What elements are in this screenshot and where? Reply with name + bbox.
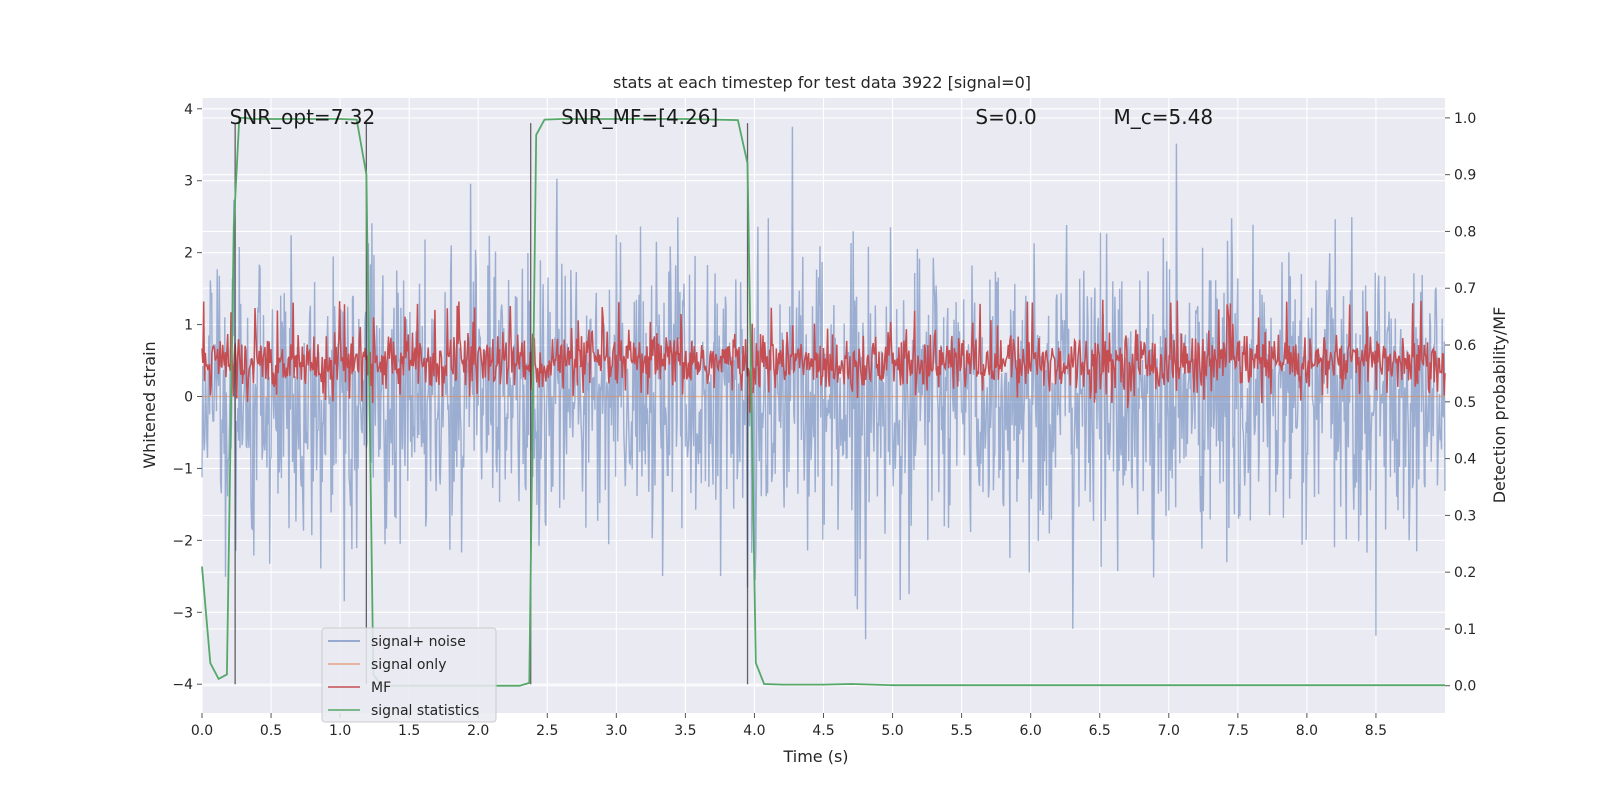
series-line-mf <box>201 299 1446 413</box>
y-right-axis-ticks: 0.0 0.1 0.2 0.3 0.4 0.5 0.6 0.7 0.8 0.9 1.0 <box>1445 111 1476 695</box>
chart-title: stats at each timestep for test data 392… <box>613 73 1031 92</box>
series-line-signal-noise <box>201 126 1446 640</box>
x-tick-label-12: 6.0 <box>1020 723 1042 739</box>
yr-tick-label-9: 0.9 <box>1454 168 1476 184</box>
series-signal-noise <box>201 126 1446 640</box>
legend-label-signal-only: signal only <box>371 657 446 673</box>
x-tick-label-6: 3.0 <box>605 723 627 739</box>
yl-tick-label-0: −4 <box>172 677 193 693</box>
yr-tick-label-1: 0.1 <box>1454 622 1476 638</box>
annotation-3: M_c=5.48 <box>1114 105 1214 129</box>
x-tick-label-16: 8.0 <box>1296 723 1318 739</box>
x-tick-label-9: 4.5 <box>812 723 834 739</box>
legend-label-mf: MF <box>371 680 391 696</box>
x-tick-label-17: 8.5 <box>1365 723 1387 739</box>
legend-box <box>321 627 497 723</box>
annotations: SNR_opt=7.32 SNR_MF=[4.26] S=0.0 M_c=5.48 <box>230 105 1213 129</box>
x-tick-label-5: 2.5 <box>536 723 558 739</box>
series-line-signal-statistics <box>201 117 1445 687</box>
yr-tick-label-3: 0.3 <box>1454 508 1476 524</box>
x-axis-ticks: 0.0 0.5 1.0 1.5 2.0 2.5 3.0 3.5 4.0 4.5 5.0 5.5 6.0 6… <box>191 713 1387 739</box>
x-tick-label-7: 3.5 <box>674 723 696 739</box>
series-signal-statistics <box>201 117 1445 687</box>
yl-tick-label-4: 0 <box>184 390 193 406</box>
yl-tick-label-8: 4 <box>184 102 193 118</box>
yl-tick-label-7: 3 <box>184 174 193 190</box>
yl-tick-label-2: −2 <box>172 533 193 549</box>
legend: signal+ noise signal only MF signal stat… <box>321 627 497 723</box>
x-tick-label-1: 0.5 <box>260 723 282 739</box>
yr-tick-label-4: 0.4 <box>1454 452 1476 468</box>
yl-tick-label-6: 2 <box>184 246 193 262</box>
yr-tick-label-6: 0.6 <box>1454 338 1476 354</box>
x-tick-label-4: 2.0 <box>467 723 489 739</box>
annotation-0: SNR_opt=7.32 <box>230 105 376 129</box>
x-tick-label-3: 1.5 <box>398 723 420 739</box>
y-left-axis-ticks: −4 −3 −2 −1 0 1 2 3 4 <box>172 102 202 693</box>
x-tick-label-0: 0.0 <box>191 723 213 739</box>
x-axis-label: Time (s) <box>782 747 848 766</box>
x-tick-label-11: 5.5 <box>950 723 972 739</box>
yr-tick-label-8: 0.8 <box>1454 224 1476 240</box>
series-mf <box>201 299 1446 413</box>
y-right-axis-label: Detection probability/MF <box>1490 307 1509 504</box>
x-tick-label-14: 7.0 <box>1158 723 1180 739</box>
legend-label-signal-noise: signal+ noise <box>371 634 466 650</box>
x-tick-label-13: 6.5 <box>1089 723 1111 739</box>
y-left-axis-label: Whitened strain <box>140 341 159 468</box>
legend-label-signal-statistics: signal statistics <box>371 703 479 719</box>
yr-tick-label-10: 1.0 <box>1454 111 1476 127</box>
yr-tick-label-0: 0.0 <box>1454 679 1476 695</box>
yl-tick-label-5: 1 <box>184 318 193 334</box>
x-tick-label-8: 4.0 <box>743 723 765 739</box>
x-tick-label-15: 7.5 <box>1227 723 1249 739</box>
annotation-1: SNR_MF=[4.26] <box>561 105 718 129</box>
x-tick-label-10: 5.0 <box>881 723 903 739</box>
yr-tick-label-7: 0.7 <box>1454 281 1476 297</box>
yl-tick-label-1: −3 <box>172 605 193 621</box>
x-tick-label-2: 1.0 <box>329 723 351 739</box>
yl-tick-label-3: −1 <box>172 461 193 477</box>
yr-tick-label-2: 0.2 <box>1454 565 1476 581</box>
yr-tick-label-5: 0.5 <box>1454 395 1476 411</box>
annotation-2: S=0.0 <box>975 105 1036 129</box>
